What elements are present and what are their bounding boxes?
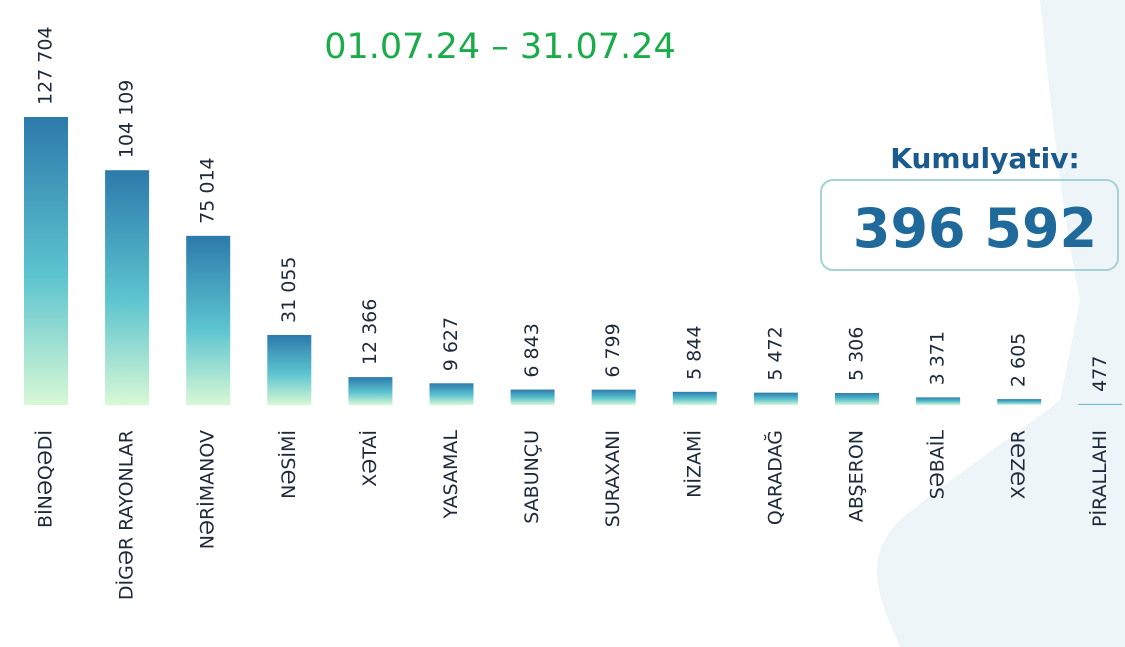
category-label: PİRALLAHI [1088, 430, 1111, 527]
bar [916, 397, 961, 405]
category-label: NƏSİMİ [277, 430, 300, 499]
value-label: 6 799 [602, 323, 624, 377]
total-label: Kumulyativ: [890, 142, 1079, 175]
value-label: 12 366 [359, 299, 381, 365]
value-label: 5 472 [764, 326, 786, 380]
category-label: SABUNÇU [521, 430, 543, 524]
bar [510, 389, 555, 405]
bar [105, 170, 150, 405]
value-label: 6 843 [521, 323, 543, 377]
category-label: NİZAMİ [682, 430, 705, 498]
bar [348, 377, 393, 405]
bar [672, 391, 717, 405]
bar [429, 383, 474, 405]
bar [24, 117, 68, 405]
value-label: 477 [1089, 356, 1111, 392]
bar [997, 399, 1042, 405]
chart-title: 01.07.24 – 31.07.24 [324, 27, 675, 67]
total-value: 396 592 [853, 197, 1097, 260]
total-box [820, 179, 1119, 271]
category-label: QARADAĞ [762, 430, 786, 525]
value-label: 2 605 [1008, 333, 1030, 387]
bar [753, 392, 798, 405]
category-label: XƏZƏR [1008, 430, 1030, 499]
value-label: 3 371 [927, 331, 949, 385]
category-label: XƏTAİ [358, 430, 381, 487]
category-label: BİNƏQƏDİ [34, 430, 57, 528]
category-label: SƏBAİL [926, 430, 949, 500]
value-label: 104 109 [116, 80, 138, 159]
category-label: ABŞERON [846, 430, 868, 522]
value-label: 75 014 [197, 157, 219, 223]
value-label: 127 704 [35, 26, 57, 105]
category-label: DİGƏR RAYONLAR [115, 430, 138, 600]
bar [835, 393, 879, 405]
category-label: YASAMAL [440, 430, 462, 520]
value-label: 5 306 [846, 327, 868, 381]
bar [591, 389, 636, 405]
category-label: SURAXANI [602, 430, 624, 527]
category-label: NƏRİMANOV [196, 430, 219, 549]
map-shape [876, 0, 1125, 647]
bar [267, 334, 312, 405]
value-label: 9 627 [440, 317, 462, 371]
value-label: 31 055 [278, 256, 300, 322]
value-label: 5 844 [683, 325, 705, 379]
bar [1078, 403, 1123, 405]
bar [186, 235, 231, 405]
